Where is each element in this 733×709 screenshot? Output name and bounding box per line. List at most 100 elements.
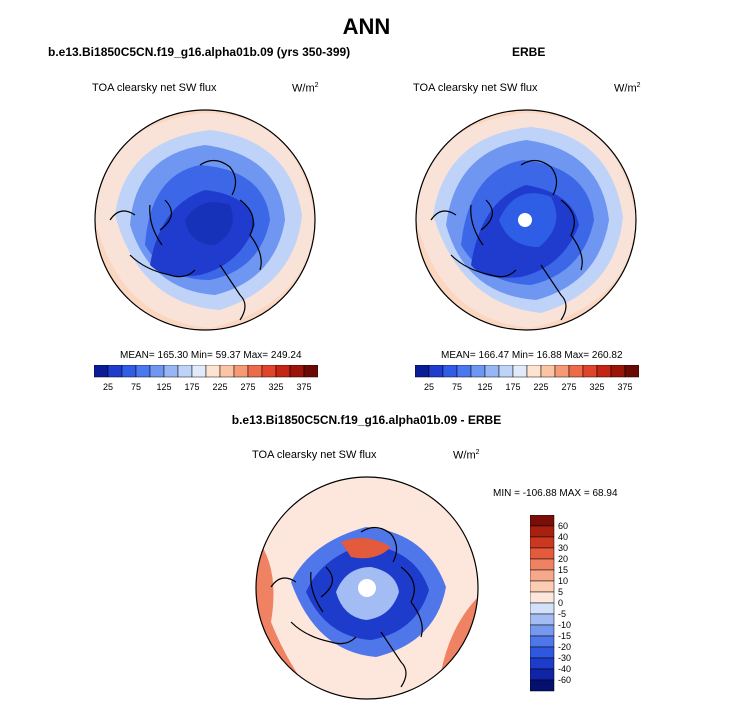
model-colorbar-swatch — [177, 365, 193, 378]
diff-colorbar-tick-label: 40 — [558, 532, 568, 542]
obs-colorbar-swatch — [415, 365, 430, 378]
obs-colorbar-swatch — [512, 365, 528, 378]
model-units-label: W/m2 — [292, 82, 319, 95]
diff-units-label: W/m2 — [453, 449, 480, 462]
obs-colorbar-tick-label: 125 — [477, 382, 492, 392]
obs-colorbar-swatch — [554, 365, 570, 378]
diff-colorbar-swatch — [530, 613, 555, 626]
obs-variable-label: TOA clearsky net SW flux — [413, 82, 538, 94]
diff-colorbar-tick-label: -60 — [558, 675, 571, 685]
diff-panel-title: b.e13.Bi1850C5CN.f19_g16.alpha01b.09 - E… — [231, 413, 502, 427]
diff-colorbar-tick-label: 5 — [558, 587, 563, 597]
model-colorbar-tick-label: 25 — [103, 382, 113, 392]
diff-colorbar-tick-label: -40 — [558, 664, 571, 674]
diff-map-border — [255, 476, 479, 700]
model-colorbar: 25 75 125 175 225 275 325 375 — [94, 365, 318, 392]
model-colorbar-swatch — [219, 365, 235, 378]
diff-colorbar-swatch — [530, 547, 555, 560]
obs-units-label: W/m2 — [614, 82, 641, 95]
obs-colorbar-labels: 25 75 125 175 225 275 325 375 — [424, 382, 633, 392]
model-map-border — [94, 109, 316, 331]
diff-positive-patch — [341, 538, 391, 559]
model-stats: MEAN= 165.30 Min= 59.37 Max= 249.24 — [120, 350, 302, 361]
model-field-core — [185, 202, 233, 245]
diff-colorbar-tick-label: 10 — [558, 576, 568, 586]
diff-coastlines — [270, 526, 423, 688]
diff-colorbar-tick-label: -30 — [558, 653, 571, 663]
diff-colorbar-tick-label: -20 — [558, 642, 571, 652]
diff-colorbar-swatch — [530, 515, 555, 527]
model-colorbar-swatch — [163, 365, 179, 378]
model-colorbar-swatch — [107, 365, 123, 378]
obs-colorbar-swatch — [624, 365, 639, 378]
obs-colorbar-tick-label: 175 — [505, 382, 520, 392]
model-colorbar-swatches — [94, 365, 318, 378]
model-variable-label: TOA clearsky net SW flux — [92, 82, 217, 94]
obs-colorbar-swatch — [526, 365, 542, 378]
obs-polar-gap — [518, 213, 532, 227]
model-coastlines — [109, 159, 262, 321]
model-colorbar-tick-label: 225 — [212, 382, 227, 392]
model-colorbar-labels: 25 75 125 175 225 275 325 375 — [103, 382, 312, 392]
diff-colorbar-swatch — [530, 580, 555, 593]
obs-colorbar-swatch — [582, 365, 598, 378]
diff-colorbar-swatch — [530, 679, 555, 692]
obs-colorbar-tick-label: 225 — [533, 382, 548, 392]
diff-colorbar-tick-label: 30 — [558, 543, 568, 553]
diff-colorbar-swatch — [530, 657, 555, 670]
obs-colorbar: 25 75 125 175 225 275 325 375 — [415, 365, 639, 392]
model-colorbar-swatch — [261, 365, 277, 378]
model-colorbar-tick-label: 275 — [240, 382, 255, 392]
obs-colorbar-swatch — [456, 365, 472, 378]
obs-colorbar-swatch — [540, 365, 556, 378]
model-colorbar-tick-label: 175 — [184, 382, 199, 392]
model-colorbar-tick-label: 325 — [268, 382, 283, 392]
diff-colorbar-tick-label: 0 — [558, 598, 563, 608]
obs-colorbar-swatch — [596, 365, 612, 378]
model-colorbar-swatch — [275, 365, 291, 378]
model-colorbar-swatch — [205, 365, 221, 378]
obs-colorbar-swatch — [568, 365, 584, 378]
model-colorbar-swatch — [247, 365, 263, 378]
model-colorbar-swatch — [94, 365, 109, 378]
obs-colorbar-tick-label: 375 — [617, 382, 632, 392]
diff-colorbar-swatch — [530, 591, 555, 604]
diff-colorbar-swatch — [530, 646, 555, 659]
diff-colorbar-swatches — [530, 515, 555, 692]
diff-polar-map — [255, 476, 479, 700]
diff-colorbar-tick-label: 60 — [558, 521, 568, 531]
obs-colorbar-tick-label: 275 — [561, 382, 576, 392]
obs-colorbar-swatch — [610, 365, 626, 378]
obs-colorbar-swatch — [470, 365, 486, 378]
diff-colorbar-tick-label: 20 — [558, 554, 568, 564]
model-colorbar-tick-label: 75 — [131, 382, 141, 392]
diff-colorbar-tick-label: 15 — [558, 565, 568, 575]
obs-colorbar-swatch — [428, 365, 444, 378]
diff-colorbar-swatch — [530, 525, 555, 538]
model-colorbar-swatch — [191, 365, 207, 378]
diff-polar-gap — [358, 579, 376, 597]
obs-polar-map — [415, 109, 637, 331]
diff-colorbar-swatch — [530, 536, 555, 549]
obs-stats: MEAN= 166.47 Min= 16.88 Max= 260.82 — [441, 350, 623, 361]
diff-colorbar-swatch — [530, 602, 555, 615]
diff-stats: MIN = -106.88 MAX = 68.94 — [493, 488, 618, 499]
model-colorbar-swatch — [135, 365, 151, 378]
diff-colorbar-tick-label: -15 — [558, 631, 571, 641]
obs-colorbar-swatch — [442, 365, 458, 378]
obs-colorbar-swatch — [484, 365, 500, 378]
diff-colorbar-swatch — [530, 624, 555, 637]
model-colorbar-swatch — [149, 365, 165, 378]
diff-colorbar-tick-label: -10 — [558, 620, 571, 630]
diff-colorbar-swatch — [530, 668, 555, 681]
diff-colorbar-tick-label: -5 — [558, 609, 566, 619]
model-colorbar-swatch — [233, 365, 249, 378]
diff-colorbar-swatch — [530, 635, 555, 648]
diff-colorbar-swatch — [530, 558, 555, 571]
model-colorbar-swatch — [121, 365, 137, 378]
figure-title: ANN — [342, 14, 391, 39]
model-panel-title: b.e13.Bi1850C5CN.f19_g16.alpha01b.09 (yr… — [48, 45, 351, 59]
obs-colorbar-tick-label: 25 — [424, 382, 434, 392]
